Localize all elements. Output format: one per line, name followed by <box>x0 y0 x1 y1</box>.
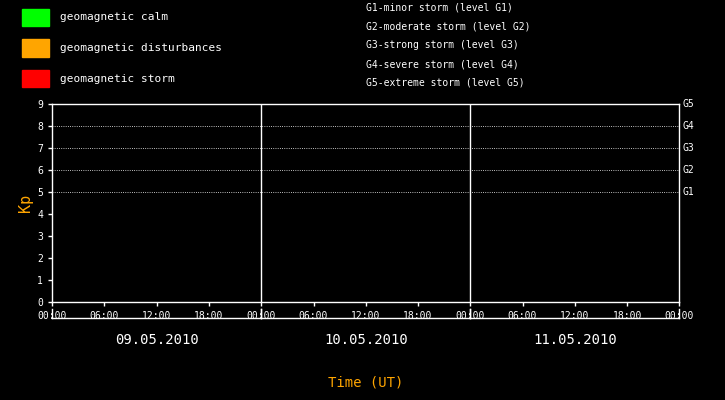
Text: G5-extreme storm (level G5): G5-extreme storm (level G5) <box>366 78 525 88</box>
Text: G1: G1 <box>682 187 695 197</box>
Text: G5: G5 <box>682 99 695 109</box>
Bar <box>22 9 49 26</box>
Text: G1-minor storm (level G1): G1-minor storm (level G1) <box>366 3 513 13</box>
Bar <box>22 70 49 87</box>
Bar <box>22 39 49 57</box>
Text: G4: G4 <box>682 121 695 131</box>
Text: G4-severe storm (level G4): G4-severe storm (level G4) <box>366 59 519 69</box>
Text: 11.05.2010: 11.05.2010 <box>533 333 617 347</box>
Text: G2-moderate storm (level G2): G2-moderate storm (level G2) <box>366 22 531 32</box>
Text: Time (UT): Time (UT) <box>328 376 403 390</box>
Y-axis label: Kp: Kp <box>18 194 33 212</box>
Text: geomagnetic storm: geomagnetic storm <box>60 74 175 84</box>
Text: 10.05.2010: 10.05.2010 <box>324 333 407 347</box>
Text: G2: G2 <box>682 165 695 175</box>
Text: G3: G3 <box>682 143 695 153</box>
Text: geomagnetic disturbances: geomagnetic disturbances <box>60 43 222 53</box>
Text: geomagnetic calm: geomagnetic calm <box>60 12 168 22</box>
Text: G3-strong storm (level G3): G3-strong storm (level G3) <box>366 40 519 50</box>
Text: 09.05.2010: 09.05.2010 <box>115 333 199 347</box>
